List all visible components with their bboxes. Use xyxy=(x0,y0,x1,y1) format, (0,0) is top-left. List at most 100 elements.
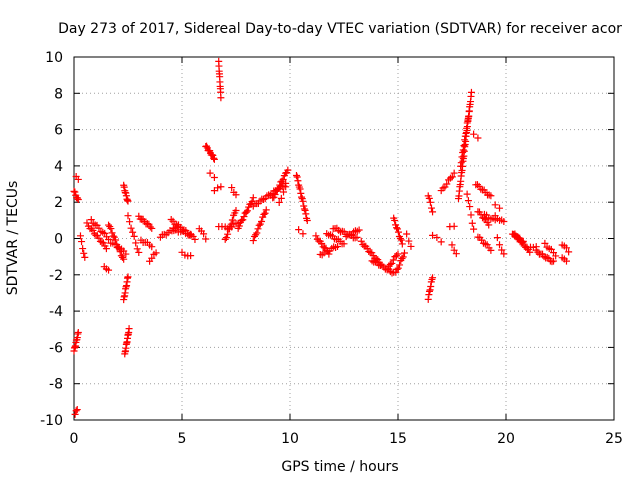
data-point xyxy=(74,328,82,336)
data-point xyxy=(200,230,208,238)
chart-title: Day 273 of 2017, Sidereal Day-to-day VTE… xyxy=(58,21,622,37)
data-point xyxy=(302,210,310,218)
data-point xyxy=(496,204,504,212)
y-tick-label: 0 xyxy=(54,232,63,248)
data-point xyxy=(400,249,408,257)
data-point xyxy=(425,194,433,202)
data-point xyxy=(278,177,286,185)
data-point xyxy=(76,232,84,240)
data-point xyxy=(271,191,279,199)
data-point xyxy=(465,107,473,115)
data-point xyxy=(465,113,473,121)
data-point xyxy=(399,253,407,261)
data-point xyxy=(99,239,107,247)
data-point xyxy=(187,230,195,238)
data-point xyxy=(120,255,128,263)
data-point xyxy=(298,193,306,201)
data-point xyxy=(107,225,115,233)
x-tick-label: 20 xyxy=(497,431,515,447)
data-point xyxy=(232,207,240,215)
data-point xyxy=(127,224,135,232)
data-point xyxy=(276,181,284,189)
data-point xyxy=(74,175,82,183)
data-point xyxy=(450,169,458,177)
data-point xyxy=(258,218,266,226)
data-point xyxy=(242,208,250,216)
data-point xyxy=(473,181,481,189)
data-point xyxy=(565,248,573,256)
x-tick-label: 25 xyxy=(605,431,623,447)
y-tick-label: 6 xyxy=(54,123,63,139)
data-point xyxy=(457,162,465,170)
y-tick-label: -8 xyxy=(49,377,63,393)
data-point xyxy=(518,238,526,246)
data-point xyxy=(425,291,433,299)
data-point xyxy=(396,235,404,243)
data-point xyxy=(146,223,154,231)
data-point xyxy=(398,240,406,248)
data-point xyxy=(424,295,432,303)
y-tick-label: 10 xyxy=(45,50,63,66)
grid xyxy=(74,57,614,420)
data-point xyxy=(73,406,81,414)
data-point xyxy=(124,273,132,281)
data-point xyxy=(303,217,311,225)
data-point xyxy=(540,253,548,261)
data-point xyxy=(407,242,415,250)
data-point xyxy=(167,215,175,223)
data-point xyxy=(191,235,199,243)
y-tick-label: -2 xyxy=(49,268,63,284)
data-point xyxy=(429,274,437,282)
data-point xyxy=(210,154,218,162)
data-point xyxy=(148,224,156,232)
data-point xyxy=(463,119,471,127)
data-point xyxy=(386,267,394,275)
data-point xyxy=(365,248,373,256)
data-point xyxy=(334,243,342,251)
x-tick-label: 10 xyxy=(281,431,299,447)
data-point xyxy=(129,228,137,236)
data-point xyxy=(80,249,88,257)
data-points xyxy=(70,57,573,418)
data-point xyxy=(487,246,495,254)
data-point xyxy=(393,265,401,273)
data-point xyxy=(299,197,307,205)
data-point xyxy=(318,239,326,247)
data-point xyxy=(222,234,230,242)
data-point xyxy=(232,191,240,199)
data-point xyxy=(277,194,285,202)
data-point xyxy=(485,221,493,229)
data-point xyxy=(260,210,268,218)
data-point xyxy=(500,250,508,258)
data-point xyxy=(71,410,79,418)
data-point xyxy=(450,246,458,254)
data-point xyxy=(240,213,248,221)
data-point xyxy=(463,124,471,132)
data-point xyxy=(448,241,456,249)
data-point xyxy=(392,252,400,260)
data-point xyxy=(353,233,361,241)
data-point xyxy=(397,236,405,244)
data-point xyxy=(466,203,474,211)
data-point xyxy=(217,94,225,102)
data-point xyxy=(135,248,143,256)
data-point xyxy=(498,246,506,254)
data-point xyxy=(485,191,493,199)
data-point xyxy=(452,250,460,258)
data-point xyxy=(437,238,445,246)
data-point xyxy=(562,257,570,265)
data-point xyxy=(235,222,243,230)
data-point xyxy=(105,266,113,274)
data-point xyxy=(443,180,451,188)
data-point xyxy=(254,225,262,233)
data-point xyxy=(470,130,478,138)
data-point xyxy=(433,233,441,241)
data-point xyxy=(102,245,110,253)
data-point xyxy=(426,198,434,206)
x-axis-label: GPS time / hours xyxy=(281,459,398,475)
data-point xyxy=(124,197,132,205)
data-point xyxy=(312,232,320,240)
data-point xyxy=(543,253,551,261)
data-point xyxy=(468,219,476,227)
data-point xyxy=(152,249,160,257)
